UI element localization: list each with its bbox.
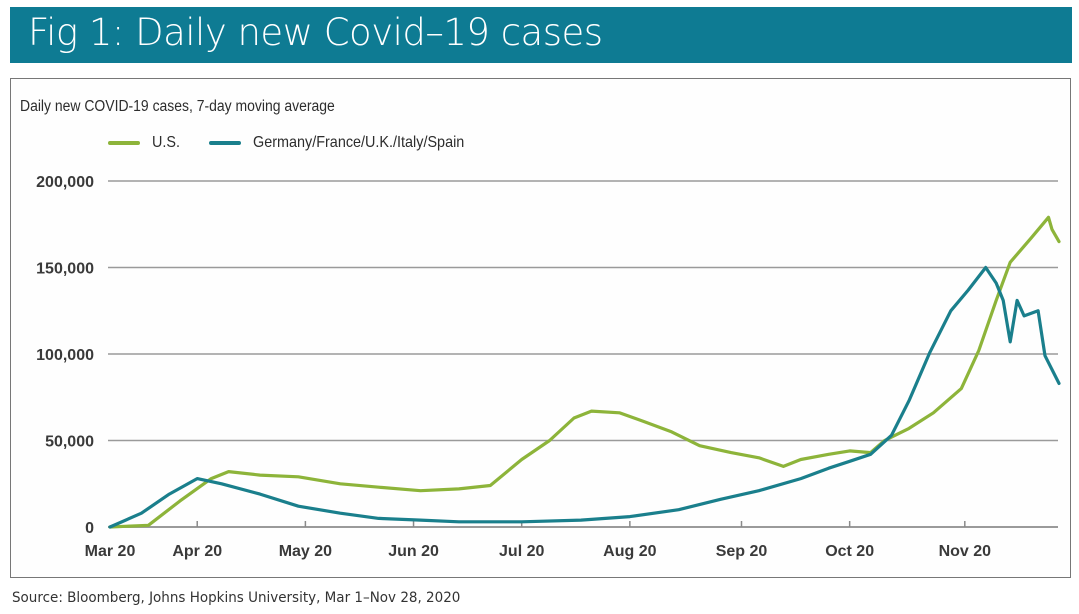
source-note: Source: Bloomberg, Johns Hopkins Univers… bbox=[12, 590, 461, 606]
legend-item-us: U.S. bbox=[108, 134, 183, 152]
figure-title: Fig 1: Daily new Covid–19 cases bbox=[28, 11, 603, 54]
chart-legend: U.S. Germany/France/U.K./Italy/Spain bbox=[108, 133, 510, 153]
x-tick-label: Sep 20 bbox=[716, 543, 768, 560]
series-line-us bbox=[108, 215, 1061, 529]
series-line-europe bbox=[108, 265, 1061, 529]
legend-swatch-us bbox=[108, 141, 140, 145]
chart-subtitle: Daily new COVID-19 cases, 7-day moving a… bbox=[20, 98, 335, 115]
legend-label-us: U.S. bbox=[152, 134, 181, 151]
y-tick-label: 200,000 bbox=[36, 174, 94, 191]
legend-swatch-europe bbox=[209, 141, 242, 145]
x-tick-label: Jun 20 bbox=[388, 543, 439, 560]
x-tick-label: Jul 20 bbox=[499, 543, 544, 560]
legend-label-europe: Germany/France/U.K./Italy/Spain bbox=[253, 134, 465, 151]
x-tick-label: Aug 20 bbox=[603, 543, 656, 560]
x-tick-label: Apr 20 bbox=[172, 543, 222, 560]
x-tick-label: Oct 20 bbox=[825, 543, 874, 560]
figure-header: Fig 1: Daily new Covid–19 cases bbox=[10, 7, 1072, 63]
x-tick-label: Nov 20 bbox=[939, 543, 992, 560]
x-tick-label: May 20 bbox=[279, 543, 332, 560]
y-tick-label: 0 bbox=[85, 520, 94, 537]
x-tick-label: Mar 20 bbox=[85, 543, 136, 560]
legend-item-europe: Germany/France/U.K./Italy/Spain bbox=[209, 134, 488, 152]
y-tick-label: 100,000 bbox=[36, 347, 94, 364]
y-tick-label: 50,000 bbox=[45, 434, 94, 451]
y-tick-label: 150,000 bbox=[36, 261, 94, 278]
